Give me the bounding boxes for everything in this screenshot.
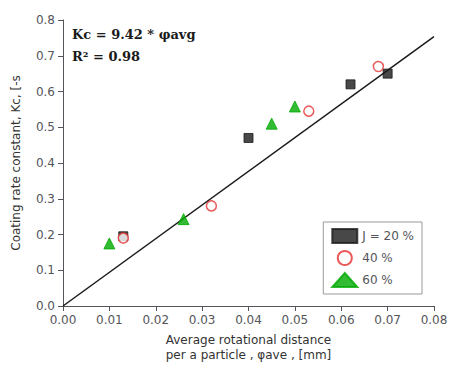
svg-text:40 %: 40 % <box>362 251 393 265</box>
svg-text:60 %: 60 % <box>362 273 393 287</box>
svg-text:0.3: 0.3 <box>36 192 55 206</box>
svg-text:J = 20 %: J = 20 % <box>361 229 414 243</box>
svg-text:R² = 0.98: R² = 0.98 <box>72 49 140 64</box>
svg-text:per a particle , φave , [mm]: per a particle , φave , [mm] <box>166 348 332 362</box>
svg-text:0.00: 0.00 <box>50 313 77 327</box>
svg-text:0.8: 0.8 <box>36 13 55 27</box>
svg-text:0.6: 0.6 <box>36 85 55 99</box>
svg-text:0.08: 0.08 <box>421 313 448 327</box>
svg-text:0.01: 0.01 <box>96 313 123 327</box>
svg-text:Coating rate constant, Kc, [-s: Coating rate constant, Kc, [-s <box>9 75 23 251</box>
svg-text:0.5: 0.5 <box>36 120 55 134</box>
svg-text:0.7: 0.7 <box>36 49 55 63</box>
svg-text:0.1: 0.1 <box>36 263 55 277</box>
svg-text:0.06: 0.06 <box>328 313 355 327</box>
svg-text:0.07: 0.07 <box>374 313 401 327</box>
svg-text:0.4: 0.4 <box>36 156 55 170</box>
svg-text:0.0: 0.0 <box>36 299 55 313</box>
svg-text:0.05: 0.05 <box>282 313 309 327</box>
svg-text:Kc = 9.42 * φavg: Kc = 9.42 * φavg <box>72 27 196 42</box>
svg-text:0.03: 0.03 <box>189 313 216 327</box>
svg-text:0.04: 0.04 <box>235 313 262 327</box>
svg-text:0.2: 0.2 <box>36 228 55 242</box>
svg-text:0.02: 0.02 <box>142 313 169 327</box>
svg-text:Average rotational distance: Average rotational distance <box>166 333 332 347</box>
